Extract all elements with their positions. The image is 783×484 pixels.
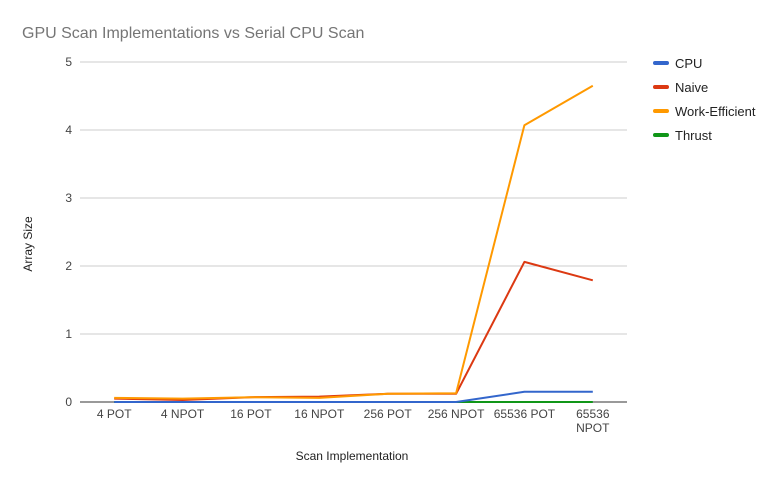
y-axis-title: Array Size [21, 216, 35, 272]
legend-label-work-efficient: Work-Efficient [675, 104, 756, 119]
legend: CPU Naive Work-Efficient Thrust [653, 56, 756, 143]
x-tick-label: 65536 POT [494, 407, 556, 421]
x-tick-label: 256 POT [364, 407, 413, 421]
series-lines [114, 84, 594, 403]
x-axis-ticks: 4 POT 4 NPOT 16 POT 16 NPOT 256 POT 256 NPOT 6… [97, 407, 610, 435]
y-tick-label: 2 [65, 259, 72, 273]
x-tick-label: 16 NPOT [294, 407, 345, 421]
y-axis-ticks: 0 1 2 3 4 5 [65, 55, 72, 409]
x-tick-label: 4 NPOT [161, 407, 205, 421]
x-tick-label: 4 POT [97, 407, 132, 421]
x-tick-label: 16 POT [230, 407, 272, 421]
x-axis-title: Scan Implementation [296, 449, 409, 463]
legend-label-naive: Naive [675, 80, 708, 95]
chart-title: GPU Scan Implementations vs Serial CPU S… [22, 25, 364, 42]
series-line-work-efficient [114, 84, 594, 400]
x-tick-label: 65536 NPOT [576, 407, 610, 435]
legend-label-cpu: CPU [675, 56, 702, 71]
y-tick-label: 5 [65, 55, 72, 69]
y-tick-label: 0 [65, 395, 72, 409]
x-tick-label: 256 NPOT [428, 407, 485, 421]
y-tick-label: 1 [65, 327, 72, 341]
legend-label-thrust: Thrust [675, 128, 712, 143]
y-tick-label: 4 [65, 123, 72, 137]
series-line-naive [114, 260, 594, 401]
y-tick-label: 3 [65, 191, 72, 205]
series-line-cpu [114, 390, 593, 403]
